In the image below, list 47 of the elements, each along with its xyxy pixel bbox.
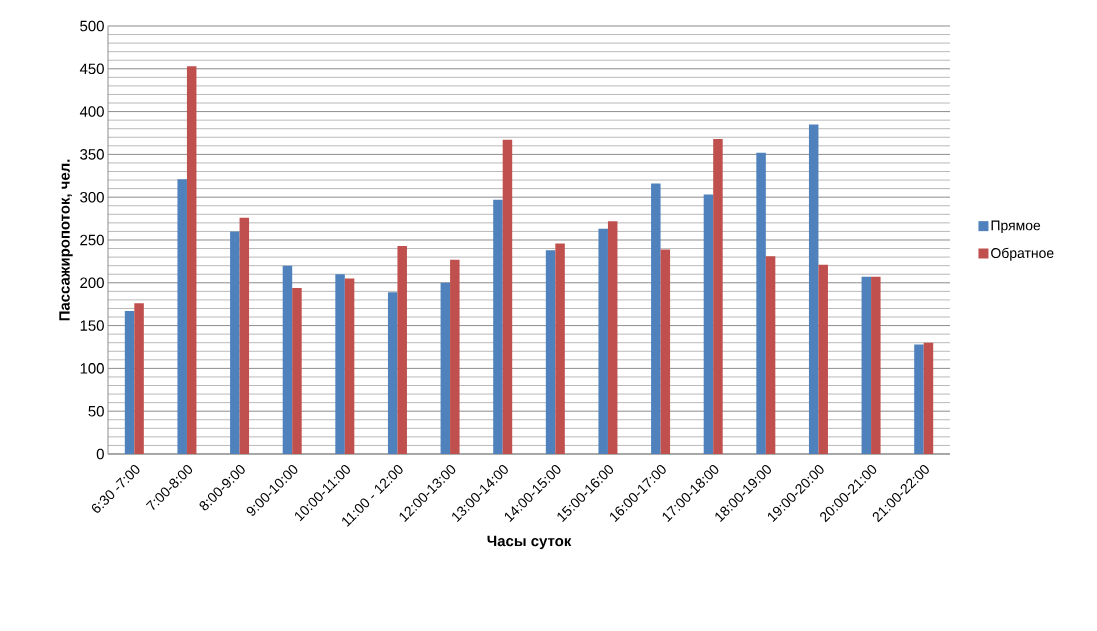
bar bbox=[344, 278, 355, 454]
bar bbox=[861, 276, 872, 454]
bar bbox=[756, 152, 766, 454]
y-tick-label: 100 bbox=[80, 363, 104, 374]
bar bbox=[493, 199, 503, 454]
legend-label: Обратное bbox=[991, 247, 1054, 261]
bar bbox=[292, 287, 302, 454]
bar bbox=[818, 264, 828, 454]
y-tick-label: 350 bbox=[80, 149, 104, 160]
bar bbox=[765, 256, 776, 454]
x-axis-title: Часы суток bbox=[487, 535, 572, 550]
bar bbox=[598, 228, 608, 454]
bar bbox=[335, 274, 345, 454]
bar bbox=[502, 139, 513, 454]
legend-label: Прямое bbox=[991, 220, 1041, 234]
y-tick-label: 200 bbox=[80, 277, 104, 289]
bar bbox=[397, 245, 407, 454]
bar bbox=[545, 250, 556, 454]
bar bbox=[282, 265, 293, 454]
bar bbox=[713, 138, 723, 454]
bar bbox=[177, 179, 187, 454]
bar bbox=[239, 217, 250, 454]
bar bbox=[651, 183, 661, 454]
bar bbox=[914, 344, 924, 454]
y-tick-label: 0 bbox=[96, 448, 104, 460]
y-tick-label: 50 bbox=[88, 405, 104, 417]
bar bbox=[555, 243, 565, 454]
bar bbox=[871, 276, 881, 454]
y-tick-label: 300 bbox=[80, 191, 104, 203]
bar bbox=[134, 303, 144, 454]
bar bbox=[660, 249, 671, 454]
bar bbox=[703, 194, 714, 454]
bar bbox=[808, 124, 819, 454]
y-tick-label: 250 bbox=[80, 234, 104, 246]
bar bbox=[186, 66, 197, 454]
bar bbox=[450, 259, 460, 454]
bar bbox=[124, 311, 135, 454]
bar bbox=[440, 282, 451, 454]
bar bbox=[923, 342, 934, 454]
bar bbox=[387, 292, 398, 454]
y-axis-title: Пассажиропоток, чел. bbox=[59, 159, 73, 321]
y-tick-label: 150 bbox=[80, 320, 104, 331]
y-tick-label: 500 bbox=[80, 20, 104, 32]
y-tick-label: 450 bbox=[79, 63, 104, 75]
bar bbox=[607, 221, 618, 454]
bar bbox=[230, 231, 240, 454]
y-tick-label: 400 bbox=[79, 106, 104, 117]
